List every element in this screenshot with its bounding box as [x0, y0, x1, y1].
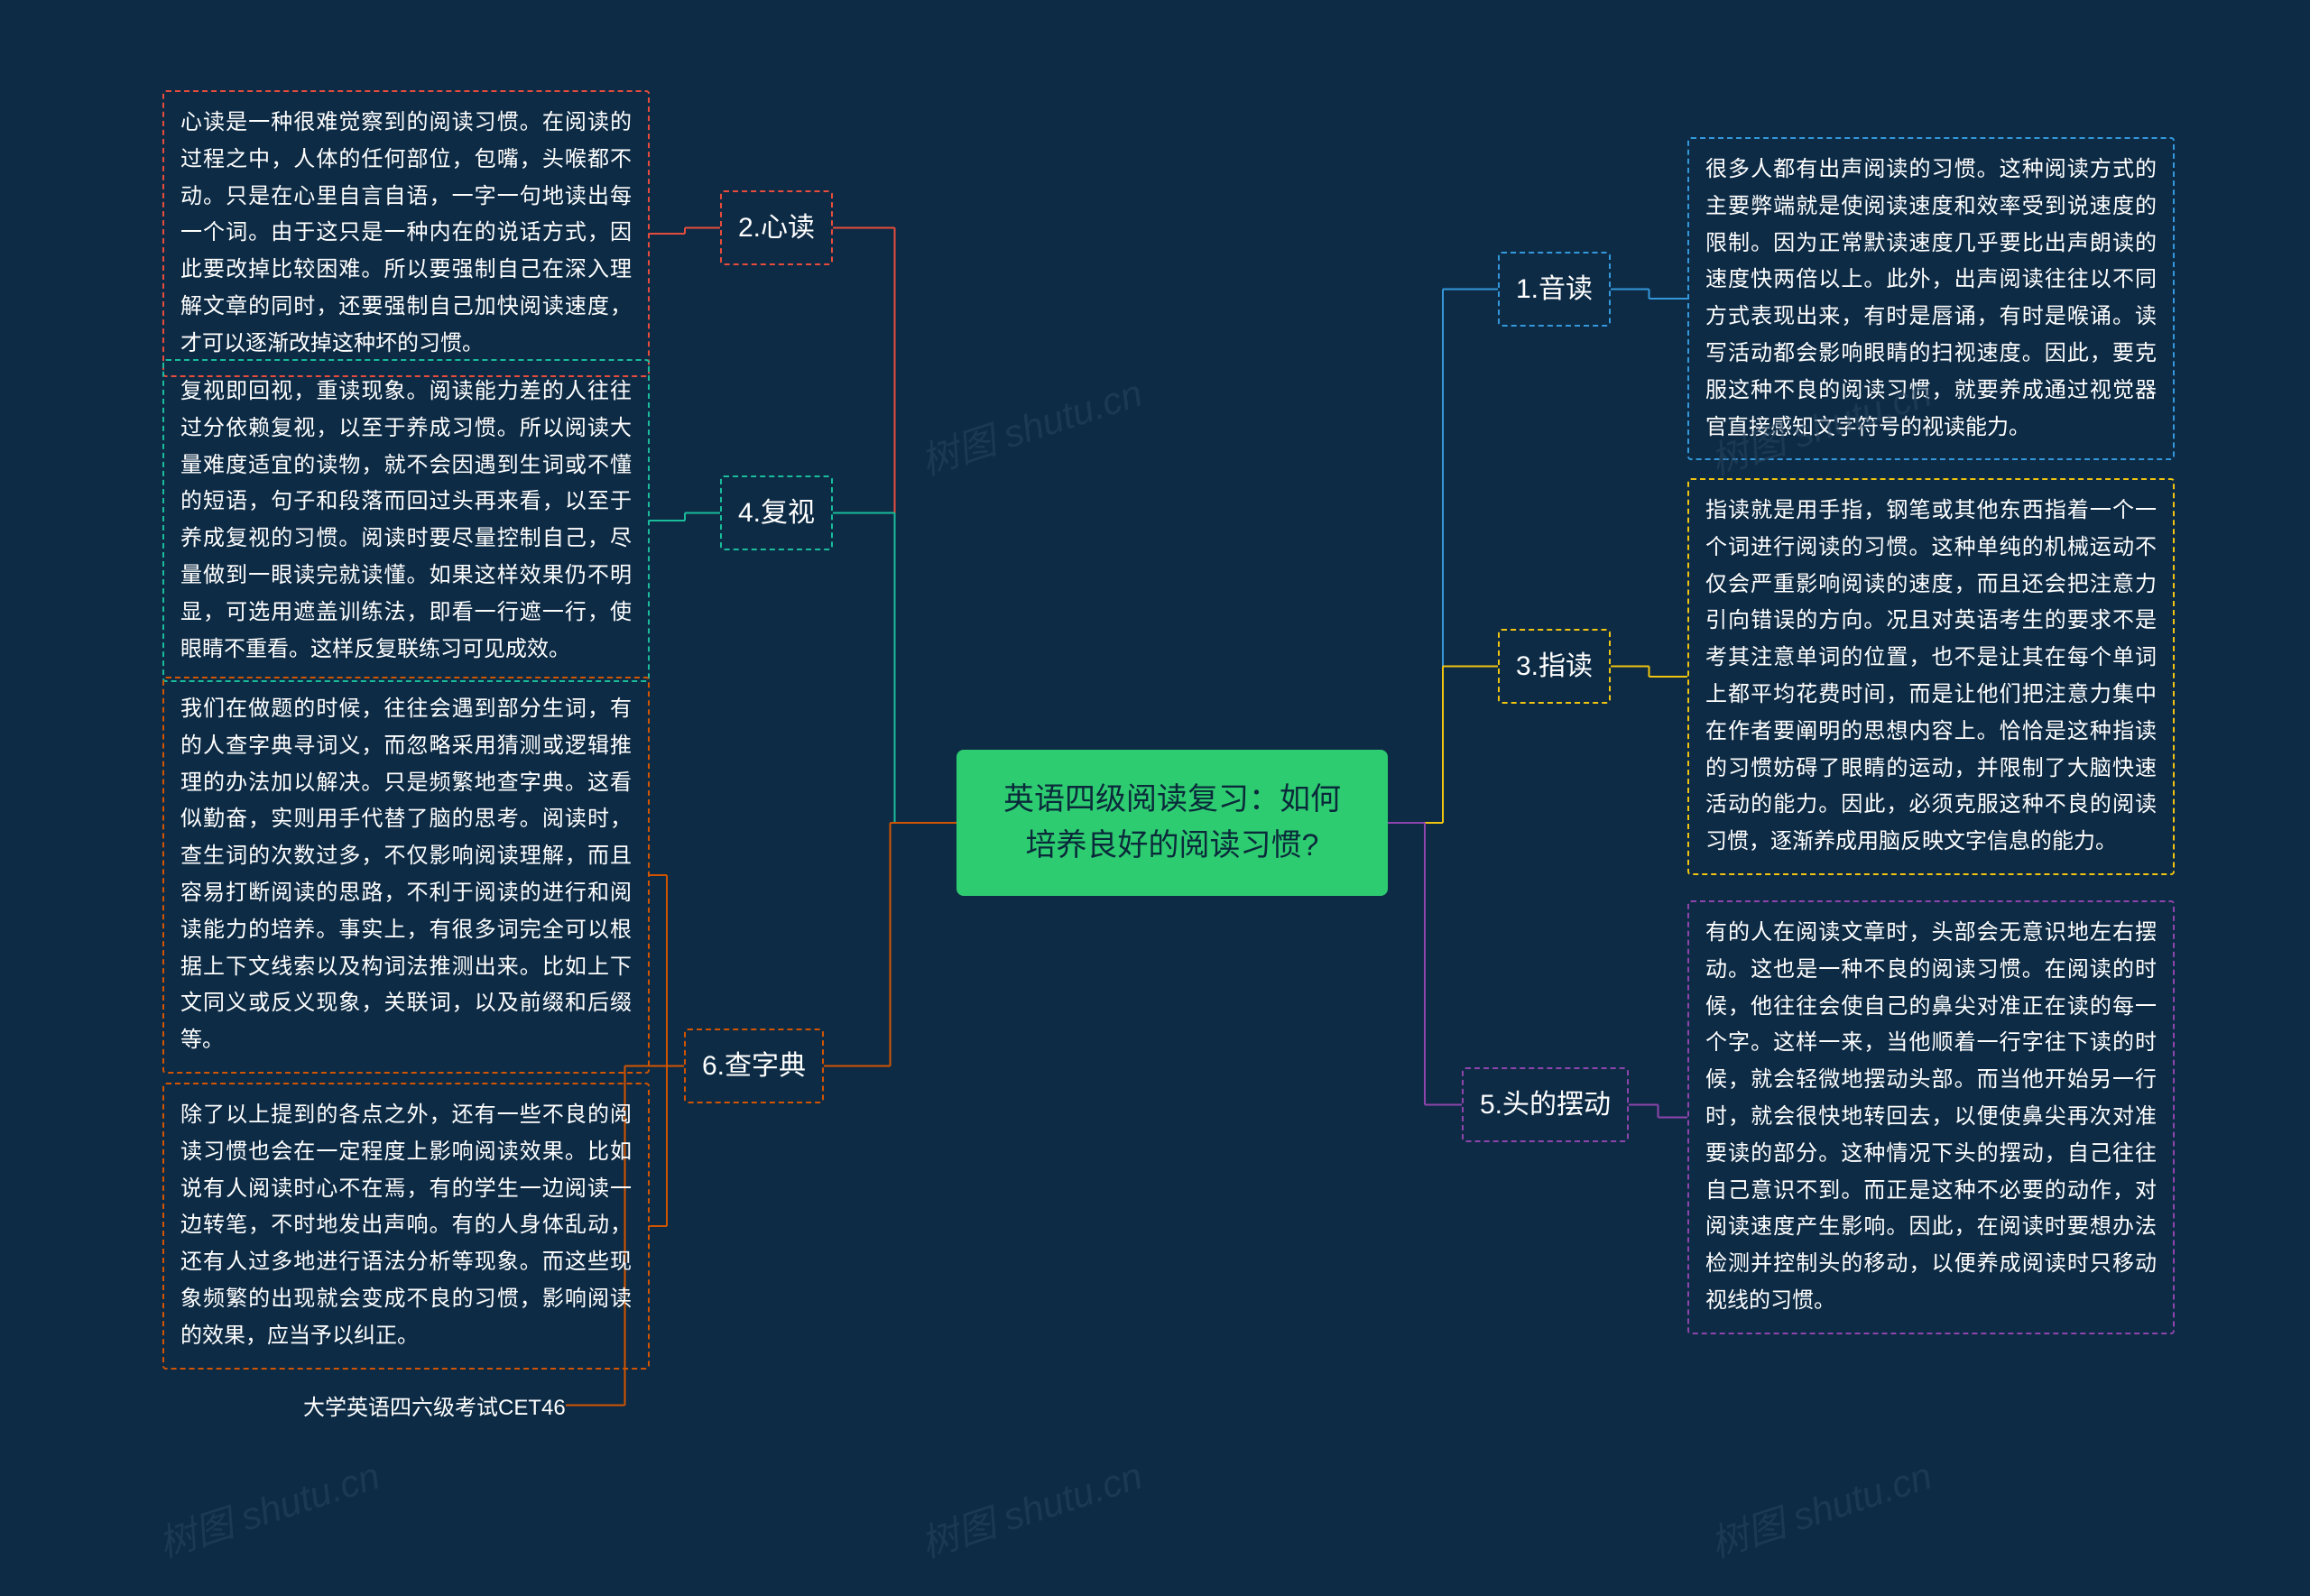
leaf-left-2c-text: 大学英语四六级考试CET46	[303, 1396, 566, 1420]
branch-left-1: 4.复视	[720, 475, 833, 550]
branch-right-1: 3.指读	[1498, 629, 1611, 704]
leaf-right-1-text: 指读就是用手指，钢笔或其他东西指着一个一个词进行阅读的习惯。这种单纯的机械运动不…	[1705, 498, 2157, 853]
branch-left-2: 6.查字典	[684, 1029, 824, 1103]
leaf-left-0-text: 心读是一种很难觉察到的阅读习惯。在阅读的过程之中，人体的任何部位，包嘴，头喉都不…	[180, 110, 632, 355]
watermark: 树图 shutu.cn	[913, 1445, 1149, 1569]
leaf-left-1: 复视即回视，重读现象。阅读能力差的人往往过分依赖复视，以至于养成习惯。所以阅读大…	[162, 359, 650, 682]
leaf-right-0-text: 很多人都有出声阅读的习惯。这种阅读方式的主要弊端就是使阅读速度和效率受到说速度的…	[1705, 157, 2157, 439]
leaf-left-2b: 除了以上提到的各点之外，还有一些不良的阅读习惯也会在一定程度上影响阅读效果。比如…	[162, 1083, 650, 1370]
branch-right-1-label: 3.指读	[1516, 651, 1593, 681]
branch-left-0-label: 2.心读	[738, 213, 815, 243]
branch-right-2: 5.头的摆动	[1462, 1067, 1629, 1142]
mindmap-center: 英语四级阅读复习：如何培养良好的阅读习惯?	[956, 750, 1388, 896]
branch-right-2-label: 5.头的摆动	[1480, 1090, 1611, 1120]
leaf-left-2b-text: 除了以上提到的各点之外，还有一些不良的阅读习惯也会在一定程度上影响阅读效果。比如…	[180, 1102, 632, 1348]
leaf-right-1: 指读就是用手指，钢笔或其他东西指着一个一个词进行阅读的习惯。这种单纯的机械运动不…	[1687, 478, 2175, 875]
leaf-left-2a-text: 我们在做题的时候，往往会遇到部分生词，有的人查字典寻词义，而忽略采用猜测或逻辑推…	[180, 697, 632, 1052]
leaf-left-0: 心读是一种很难觉察到的阅读习惯。在阅读的过程之中，人体的任何部位，包嘴，头喉都不…	[162, 90, 650, 377]
leaf-right-0: 很多人都有出声阅读的习惯。这种阅读方式的主要弊端就是使阅读速度和效率受到说速度的…	[1687, 137, 2175, 460]
watermark: 树图 shutu.cn	[913, 363, 1149, 486]
branch-left-1-label: 4.复视	[738, 498, 815, 528]
leaf-left-2a: 我们在做题的时候，往往会遇到部分生词，有的人查字典寻词义，而忽略采用猜测或逻辑推…	[162, 677, 650, 1074]
leaf-left-2c: 大学英语四六级考试CET46	[303, 1389, 566, 1421]
branch-right-0: 1.音读	[1498, 252, 1611, 327]
branch-left-2-label: 6.查字典	[702, 1051, 806, 1081]
leaf-right-2-text: 有的人在阅读文章时，头部会无意识地左右摆动。这也是一种不良的阅读习惯。在阅读的时…	[1705, 920, 2157, 1313]
watermark: 树图 shutu.cn	[151, 1445, 386, 1569]
leaf-left-1-text: 复视即回视，重读现象。阅读能力差的人往往过分依赖复视，以至于养成习惯。所以阅读大…	[180, 379, 632, 661]
leaf-right-2: 有的人在阅读文章时，头部会无意识地左右摆动。这也是一种不良的阅读习惯。在阅读的时…	[1687, 900, 2175, 1334]
branch-left-0: 2.心读	[720, 190, 833, 265]
watermark: 树图 shutu.cn	[1703, 1445, 1938, 1569]
branch-right-0-label: 1.音读	[1516, 274, 1593, 304]
